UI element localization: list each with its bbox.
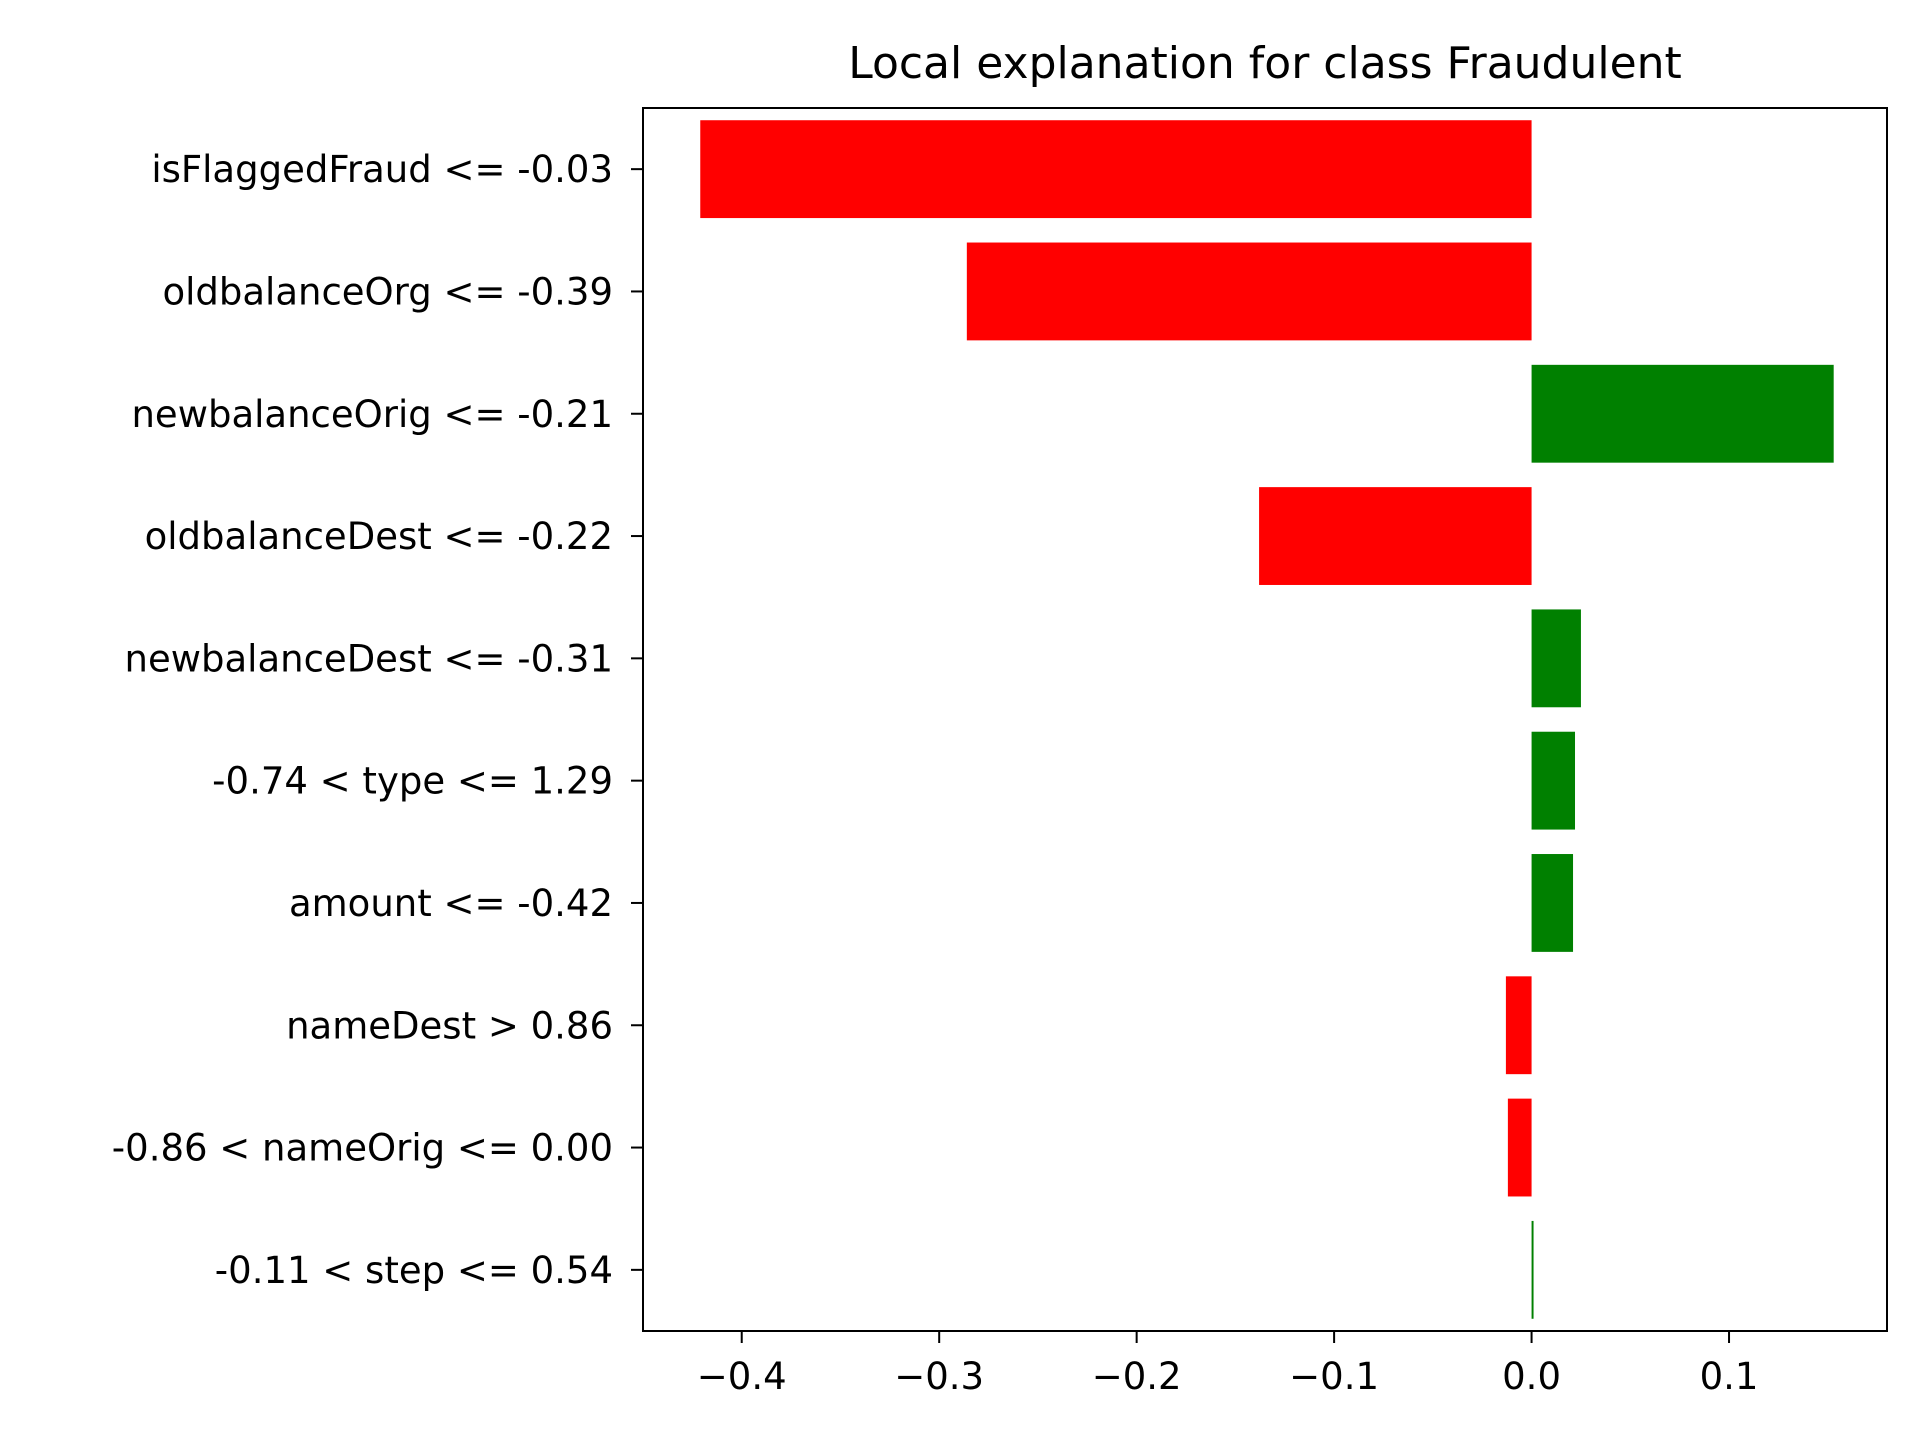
y-tick-label-5: -0.74 < type <= 1.29 [212, 760, 613, 803]
bar-0 [700, 120, 1532, 219]
x-axis: −0.4 −0.3 −0.2 −0.1 0.0 0.1 [697, 1331, 1759, 1398]
y-tick-label-9: -0.11 < step <= 0.54 [215, 1249, 613, 1292]
plot-frame [642, 107, 1888, 1332]
y-tick-label-7: nameDest > 0.86 [286, 1004, 613, 1047]
x-tick-label-1: −0.3 [894, 1355, 984, 1398]
bar-6 [1531, 854, 1574, 952]
y-tick-label-3: oldbalanceDest <= -0.22 [145, 515, 613, 558]
bar-5 [1531, 731, 1576, 830]
bar-3 [1259, 487, 1532, 585]
bar-4 [1531, 609, 1581, 708]
y-tick-label-6: amount <= -0.42 [289, 882, 613, 925]
bar-8 [1507, 1098, 1532, 1197]
bar-1 [966, 242, 1532, 341]
y-axis: isFlaggedFraud <= -0.03 oldbalanceOrg <= … [112, 148, 643, 1292]
bar-9 [1531, 1220, 1534, 1319]
x-tick-label-4: 0.0 [1502, 1355, 1561, 1398]
bar-2 [1531, 364, 1834, 463]
y-tick-label-8: -0.86 < nameOrig <= 0.00 [112, 1127, 613, 1170]
y-tick-label-1: oldbalanceOrg <= -0.39 [162, 270, 613, 313]
bar-7 [1505, 976, 1532, 1075]
y-tick-label-4: newbalanceDest <= -0.31 [125, 637, 613, 680]
x-tick-label-2: −0.2 [1092, 1355, 1182, 1398]
x-tick-label-5: 0.1 [1700, 1355, 1759, 1398]
x-tick-label-3: −0.1 [1289, 1355, 1379, 1398]
x-tick-label-0: −0.4 [697, 1355, 787, 1398]
y-tick-label-0: isFlaggedFraud <= -0.03 [151, 148, 613, 191]
bars-layer [700, 120, 1834, 1319]
y-tick-label-2: newbalanceOrig <= -0.21 [131, 393, 613, 436]
chart-title: Local explanation for class Fraudulent [848, 38, 1682, 89]
